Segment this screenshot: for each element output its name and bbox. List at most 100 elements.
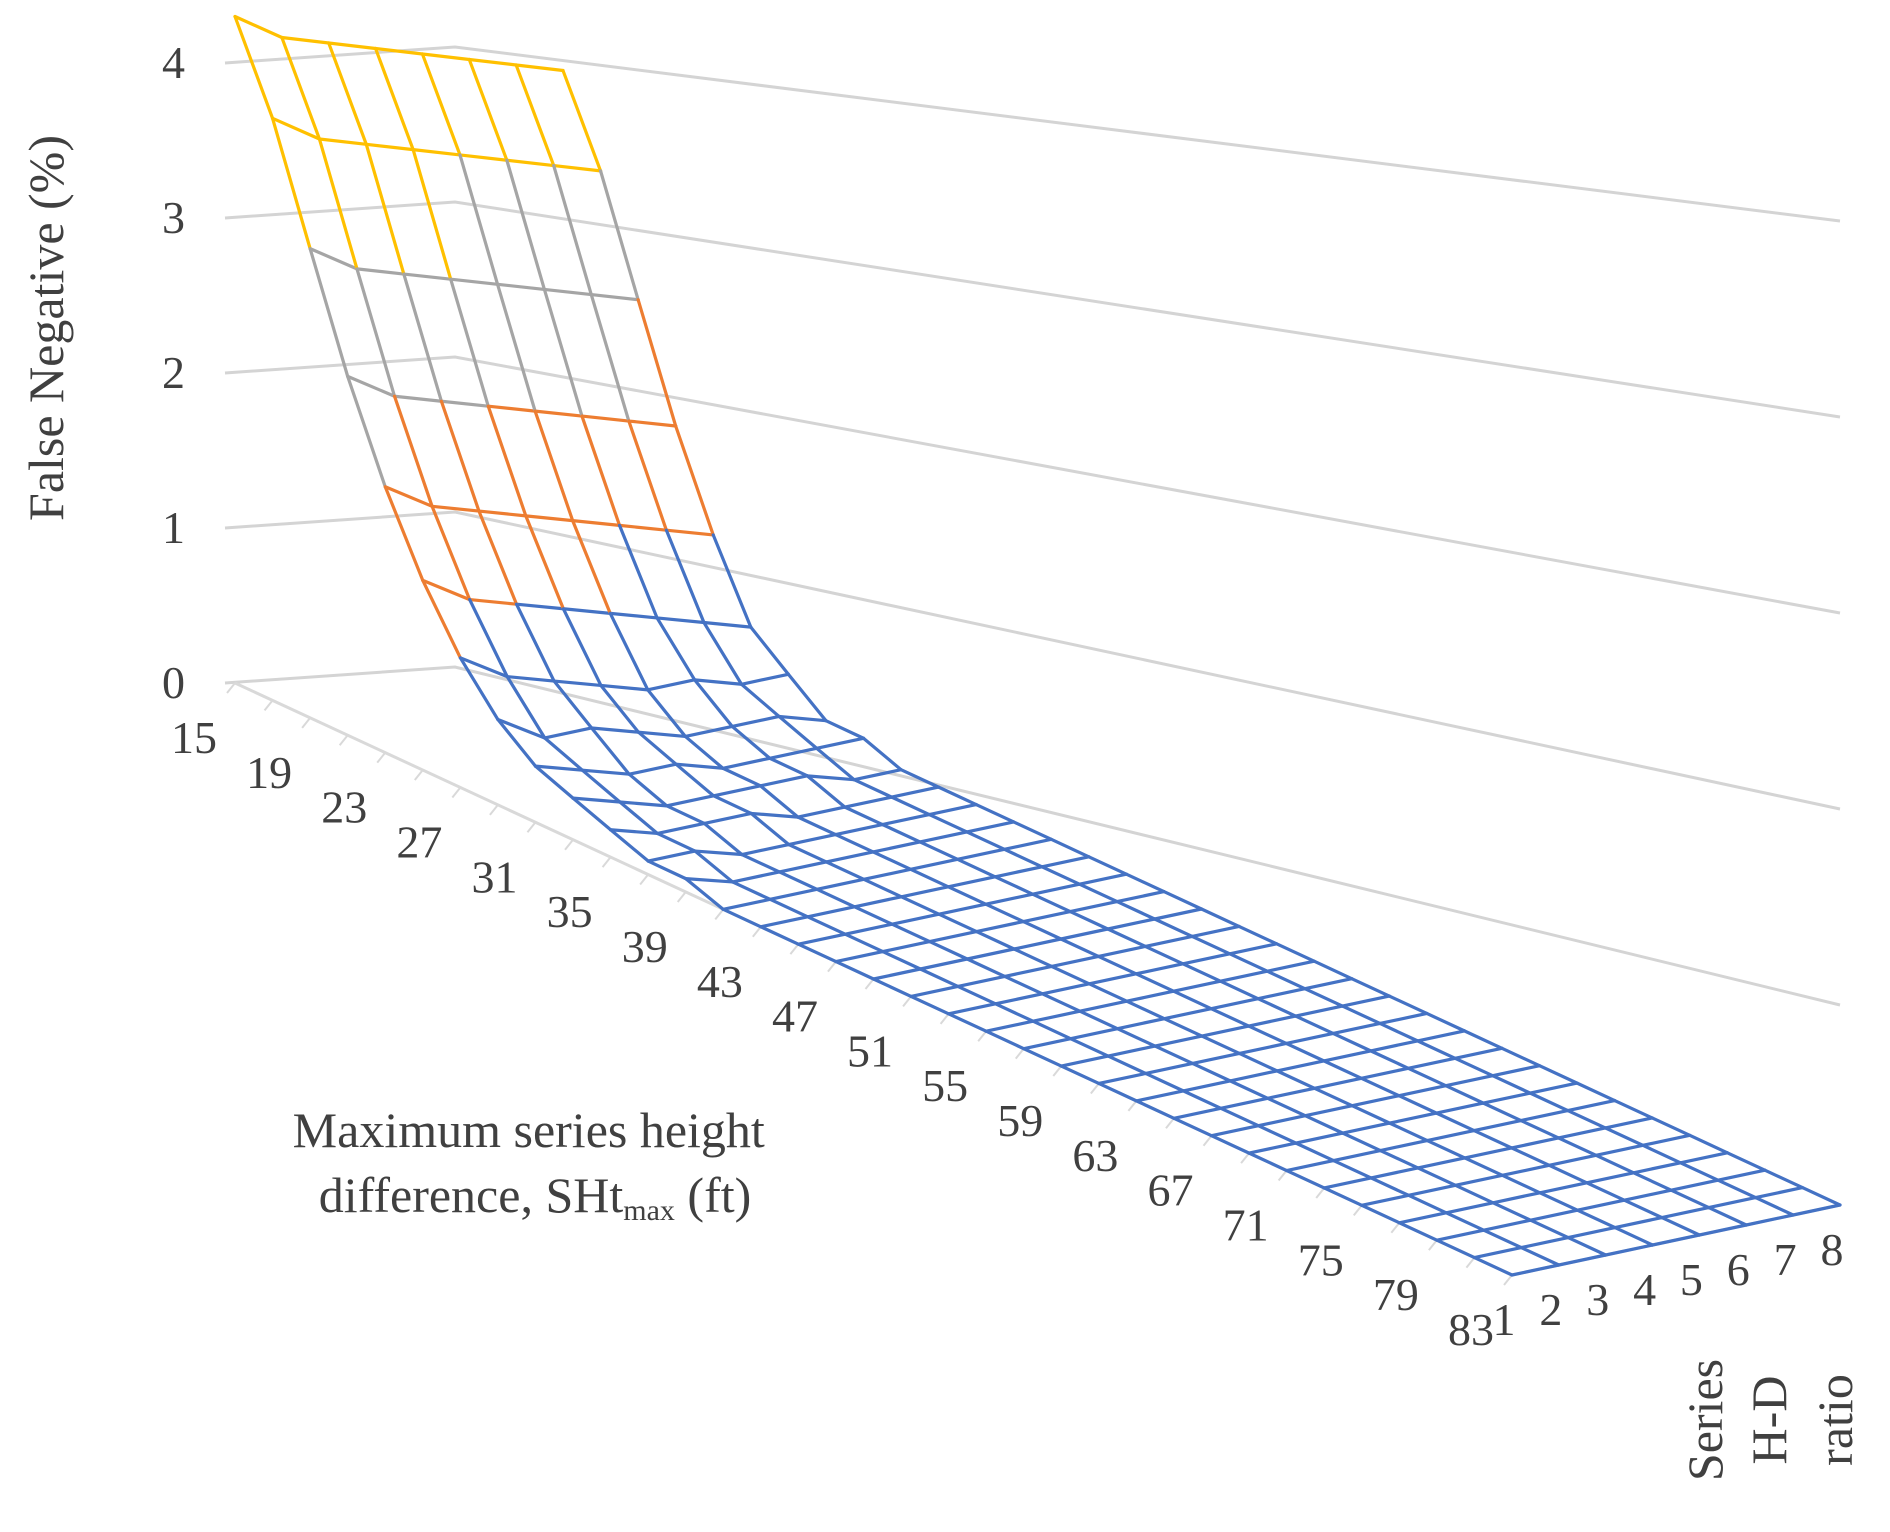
z-tick-label: 3 [162, 192, 185, 243]
surface-mesh-segment [796, 815, 838, 837]
surface-mesh-segment [1228, 1069, 1279, 1083]
surface-mesh-segment [909, 984, 960, 999]
surface-mesh-segment [1012, 820, 1053, 841]
surface-mesh-segment [1087, 982, 1129, 1003]
surface-mesh-segment [636, 298, 678, 428]
surface-mesh-segment [1247, 1024, 1288, 1046]
surface-mesh-segment [1604, 1243, 1655, 1257]
surface-mesh-segment [420, 52, 462, 157]
surface-mesh-segment [1125, 999, 1166, 1021]
x-tick-label: 23 [321, 782, 367, 833]
surface-mesh-segment [1660, 1215, 1702, 1237]
surface-mesh-segment [1078, 1009, 1120, 1031]
surface-mesh-segment [833, 832, 875, 854]
surface-mesh-segment [467, 57, 518, 67]
surface-mesh-segment [627, 419, 678, 428]
surface-mesh-segment [683, 724, 734, 739]
surface-mesh-segment [317, 137, 359, 271]
surface-mesh-segment [956, 984, 998, 1006]
surface-mesh-segment [1059, 1054, 1110, 1068]
x-tick-mark [414, 769, 424, 781]
surface-mesh-segment [1134, 962, 1185, 976]
surface-mesh-segment [1294, 1141, 1336, 1163]
surface-mesh-segment [1097, 1081, 1139, 1103]
surface-mesh-segment [909, 994, 951, 1016]
surface-mesh-segment [1425, 1011, 1467, 1033]
surface-mesh-segment [1303, 987, 1345, 1008]
x-tick-label: 27 [396, 816, 442, 867]
surface-mesh-segment [1256, 1114, 1307, 1128]
surface-mesh-segment [1172, 1116, 1214, 1138]
y-tick-label: 2 [1539, 1284, 1562, 1335]
surface-mesh-segment [589, 292, 631, 423]
surface-mesh-segment [1190, 1051, 1242, 1066]
surface-mesh-segment [439, 399, 490, 408]
surface-mesh-segment [1594, 1153, 1636, 1175]
surface-mesh-segment [805, 774, 847, 809]
surface-mesh-segment [627, 419, 668, 532]
surface-mesh-segment [871, 850, 913, 871]
surface-mesh-segment [1688, 1133, 1729, 1155]
surface-mesh-segment [880, 812, 931, 827]
surface-mesh-segment [1021, 909, 1072, 924]
surface-mesh-segment [862, 867, 913, 881]
surface-mesh-segment [1641, 1133, 1692, 1147]
surface-mesh-segment [1566, 1098, 1617, 1113]
surface-mesh-segment [1434, 1101, 1485, 1115]
surface-mesh-segment [712, 794, 753, 816]
surface-mesh-segment [1650, 1116, 1692, 1137]
surface-mesh-segment [543, 726, 594, 740]
surface-mesh-segment [1077, 882, 1119, 904]
z-axis-title: False Negative (%) [18, 135, 74, 521]
surface-mesh-segment [1669, 1178, 1720, 1192]
surface-mesh-segment [1415, 1039, 1457, 1060]
surface-mesh-segment [1162, 889, 1204, 911]
surface-mesh-segment [1744, 1213, 1795, 1227]
x-tick-mark [1090, 1082, 1100, 1095]
surface-mesh-segment [824, 719, 866, 740]
surface-mesh-segment [927, 812, 969, 834]
surface-mesh-segment [1491, 1191, 1542, 1205]
surface-mesh-segment [1453, 1183, 1495, 1205]
surface-mesh-segment [674, 762, 725, 770]
surface-mesh-segment [618, 800, 669, 808]
surface-mesh-segment [1237, 1041, 1288, 1056]
surface-mesh-segment [1219, 1106, 1260, 1128]
surface-mesh-segment [1209, 1007, 1251, 1028]
surface-mesh-segment [974, 929, 1016, 951]
x-tick-mark [1202, 1135, 1213, 1147]
surface-mesh-segment [665, 804, 706, 826]
surface-mesh-segment [1022, 1047, 1063, 1068]
x-tick-label: 59 [997, 1095, 1043, 1146]
surface-mesh-segment [1378, 1138, 1429, 1153]
surface-mesh-segment [355, 267, 397, 398]
x-axis-title-subscript: max [623, 1194, 675, 1227]
surface-mesh-segment [280, 35, 331, 45]
surface-mesh-segment [1369, 1049, 1410, 1070]
surface-mesh-segment [1697, 1223, 1748, 1237]
surface-mesh-segment [1491, 1201, 1533, 1222]
surface-mesh-segment [1387, 994, 1429, 1016]
surface-mesh-segment [1162, 1017, 1204, 1038]
surface-mesh-segment [1566, 1108, 1607, 1130]
surface-mesh-segment [1275, 1069, 1317, 1090]
surface-mesh-segment [1397, 1221, 1439, 1242]
surface-mesh-segment [1416, 1156, 1467, 1170]
surface-mesh-segment [1622, 1198, 1664, 1220]
surface-mesh-segment [599, 683, 650, 692]
z-tick-label: 1 [162, 502, 185, 553]
surface-mesh-segment [806, 905, 857, 919]
surface-mesh-segment [617, 523, 659, 620]
surface-mesh-segment [364, 142, 406, 276]
surface-mesh-segment [1266, 1096, 1307, 1118]
x-tick-mark [1390, 1222, 1401, 1234]
surface-mesh-segment [1537, 1064, 1579, 1085]
surface-mesh-segment [233, 14, 275, 120]
surface-mesh-segment [317, 137, 368, 146]
z-gridline [224, 45, 1841, 223]
surface-mesh-segment [852, 895, 903, 909]
surface-mesh-segment [392, 394, 434, 508]
surface-mesh-segment [1453, 1046, 1504, 1060]
surface-mesh-segment [308, 247, 359, 271]
